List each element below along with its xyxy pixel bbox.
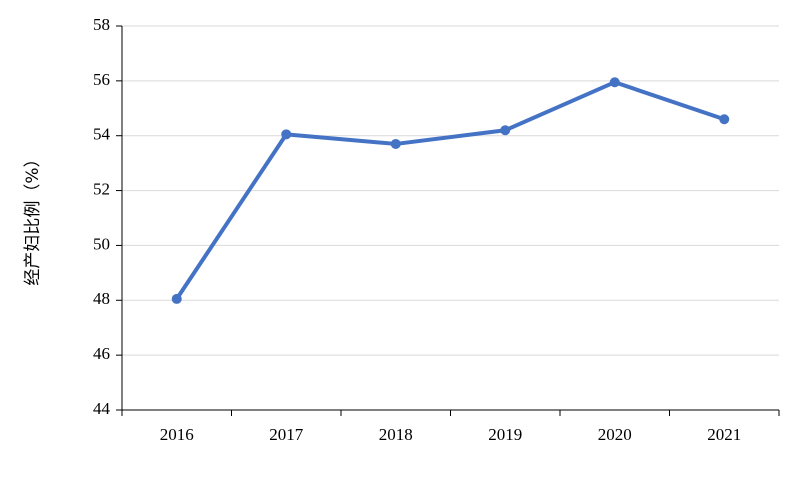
y-tick-label: 48 — [93, 289, 110, 308]
y-tick-label: 58 — [93, 15, 110, 34]
x-tick-label: 2016 — [160, 425, 194, 444]
x-tick-label: 2017 — [269, 425, 304, 444]
y-tick-label: 56 — [93, 70, 110, 89]
line — [175, 80, 725, 301]
marker — [609, 77, 620, 88]
y-tick-label: 50 — [93, 234, 110, 253]
x-tick-label: 2018 — [379, 425, 413, 444]
marker — [390, 138, 401, 149]
y-tick-label: 52 — [93, 179, 110, 198]
marker — [719, 114, 730, 125]
y-tick-label: 44 — [93, 399, 111, 418]
x-tick-label: 2021 — [707, 425, 741, 444]
y-tick-label: 46 — [93, 344, 110, 363]
x-tick-label: 2020 — [598, 425, 632, 444]
y-axis-label: 经产妇比例（%） — [23, 150, 43, 285]
marker — [171, 293, 182, 304]
x-tick-label: 2019 — [488, 425, 522, 444]
y-tick-label: 54 — [93, 125, 111, 144]
marker — [281, 129, 292, 140]
marker — [500, 125, 511, 136]
